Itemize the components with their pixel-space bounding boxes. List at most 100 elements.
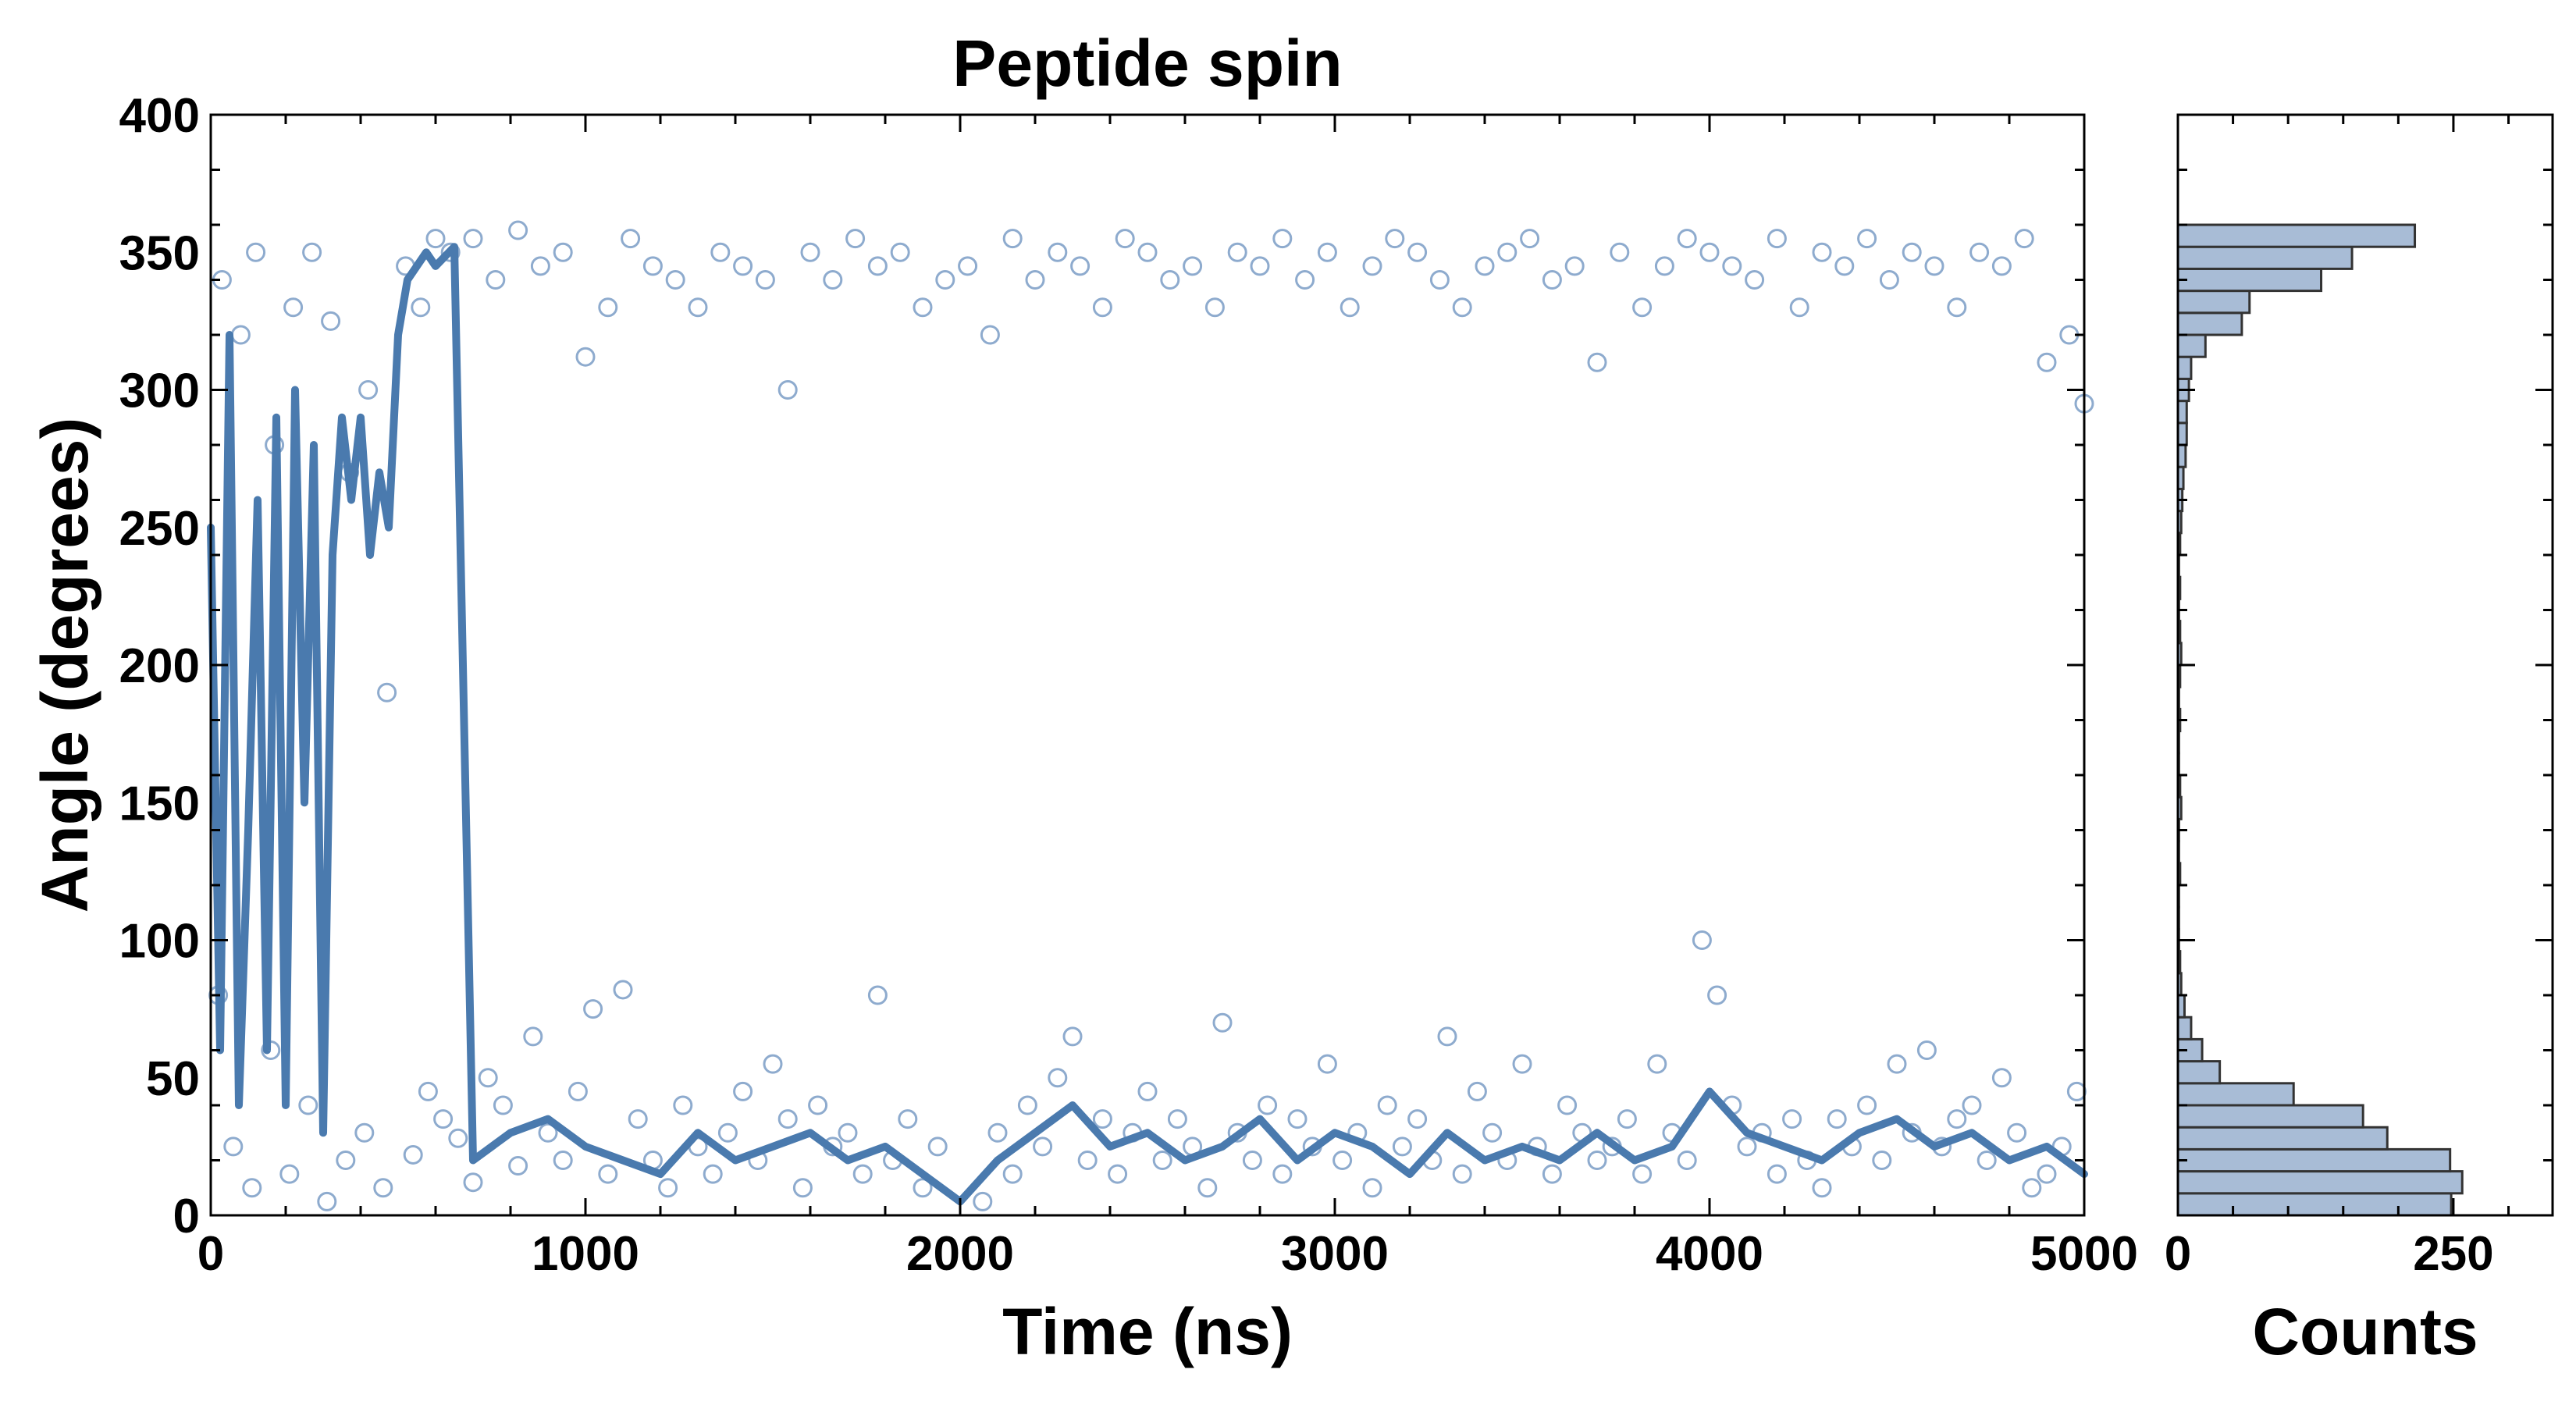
scatter-point [1947,1109,1967,1129]
scatter-point [1834,256,1855,276]
scatter-point [1767,229,1787,249]
histogram-bar [2176,267,2323,293]
scatter-point [448,1128,468,1148]
scatter-point [755,270,775,290]
scatter-point [1520,229,1540,249]
histogram-bar [2176,355,2193,380]
scatter-point [1227,242,1247,262]
scatter-point [530,256,550,276]
y-tick-label: 150 [119,777,200,831]
scatter-point [1692,930,1712,950]
scatter-point [1677,229,1697,249]
scatter-point [987,1122,1008,1143]
histogram-bar [2176,223,2417,248]
histogram-bar [2176,333,2207,358]
scatter-point [733,256,753,276]
histogram-bar [2176,1147,2452,1173]
scatter-point [1782,1109,1802,1129]
scatter-point [688,297,708,318]
scatter-point [1212,1012,1233,1033]
main-plot-frame [209,113,2086,1217]
scatter-point [1969,242,1990,262]
scatter-point [867,256,888,276]
scatter-point [1452,297,1472,318]
x-tick-label: 0 [197,1227,224,1281]
scatter-point [1976,1151,1997,1170]
histogram-x-axis-title: Counts [2252,1295,2478,1368]
scatter-point [1377,1095,1397,1115]
scatter-point [1295,270,1315,290]
scatter-point [403,1144,423,1165]
scatter-point [642,256,663,276]
scatter-point [1152,1151,1172,1170]
scatter-point [1167,1109,1187,1129]
scatter-point [1429,270,1450,290]
scatter-point [845,229,866,249]
scatter-point [838,1122,858,1143]
scatter-point [418,1081,438,1101]
y-tick-label: 250 [119,502,200,556]
x-tick-label: 2000 [906,1227,1014,1281]
scatter-point [279,1164,300,1184]
scatter-point [958,256,978,276]
scatter-point [1699,242,1720,262]
x-tick-label: 1000 [532,1227,639,1281]
histogram-bar [2176,422,2188,446]
scatter-point [1017,1095,1037,1115]
scatter-point [523,1026,543,1047]
scatter-point [2007,1122,2027,1143]
scatter-point [1272,229,1293,249]
scatter-point [1827,1109,1847,1129]
scatter-point [486,270,506,290]
scatter-point [440,242,461,262]
scatter-point [733,1081,753,1101]
scatter-point [2022,1178,2042,1198]
scatter-point [980,325,1000,345]
scatter-point [1737,1136,1757,1157]
main-line-series [207,243,2088,1206]
scatter-point [553,242,573,262]
scatter-point [493,1095,513,1115]
scatter-point [1002,229,1023,249]
scatter-point [973,1191,993,1211]
scatter-point [1137,1081,1158,1101]
scatter-point [246,242,266,262]
scatter-point [1160,270,1180,290]
scatter-point [808,1095,828,1115]
scatter-point [538,1122,558,1143]
scatter-point [1542,270,1562,290]
scatter-point [508,1156,528,1176]
scatter-point [1947,297,1967,318]
scatter-point [2066,1081,2087,1101]
scatter-point [673,1095,693,1115]
scatter-point [298,1095,318,1115]
scatter-point [1812,1178,1832,1198]
scatter-point [575,347,596,367]
histogram-bar [2176,1126,2389,1151]
scatter-point [553,1151,573,1170]
scatter-point [1542,1164,1562,1184]
histogram-bar [2176,1060,2222,1085]
histogram-bar [2176,1104,2364,1129]
scatter-point [354,1122,375,1143]
histogram-bar [2176,1082,2295,1107]
histogram-plot: 0 250 [2165,113,2554,1281]
scatter-point [230,325,251,345]
scatter-point [1962,1095,1982,1115]
scatter-point [1077,1151,1098,1170]
scatter-point [1204,297,1225,318]
scatter-point [703,1164,723,1184]
y-tick-label: 200 [119,639,200,693]
scatter-point [1033,1136,1053,1157]
main-scatter-points [208,220,2094,1211]
scatter-point [1258,1095,1278,1115]
scatter-point [478,1068,498,1088]
scatter-point [1197,1178,1218,1198]
scatter-point [1617,1109,1637,1129]
scatter-point [665,270,685,290]
histogram-bars [2176,223,2464,1217]
hist-x-tick-label: 0 [2165,1227,2191,1281]
scatter-point [1287,1109,1308,1129]
histogram-bar [2176,1016,2193,1040]
scatter-point [1467,1081,1487,1101]
